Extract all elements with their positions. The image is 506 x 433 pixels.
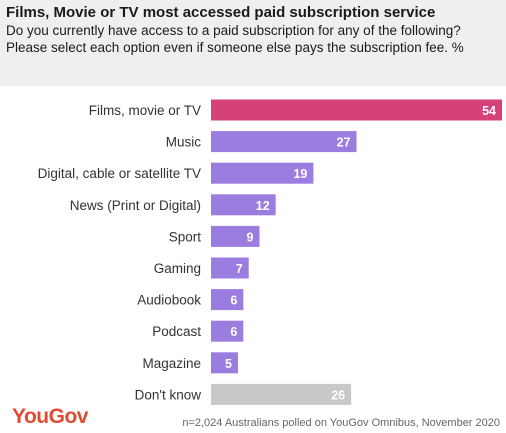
- category-label: Don't know: [135, 387, 202, 402]
- category-label: Magazine: [142, 356, 201, 371]
- bar: [211, 352, 238, 374]
- value-label: 6: [230, 325, 237, 339]
- value-label: 5: [225, 357, 232, 371]
- category-label: Audiobook: [137, 293, 201, 308]
- bar: [211, 383, 352, 405]
- chart-title: Films, Movie or TV most accessed paid su…: [6, 4, 436, 21]
- value-label: 54: [482, 104, 496, 118]
- value-label: 27: [337, 136, 351, 150]
- category-label: Music: [166, 135, 202, 150]
- value-label: 6: [230, 294, 237, 308]
- category-label: Podcast: [152, 324, 201, 339]
- value-label: 12: [256, 199, 270, 213]
- value-label: 19: [293, 167, 307, 181]
- category-label: Films, movie or TV: [89, 103, 201, 118]
- category-label: Digital, cable or satellite TV: [38, 166, 201, 181]
- category-label: Sport: [169, 229, 202, 244]
- bar: [211, 257, 249, 279]
- bar: [211, 162, 314, 184]
- bar: [211, 320, 244, 342]
- bar: [211, 289, 244, 311]
- bar: [211, 99, 502, 121]
- chart-header: Films, Movie or TV most accessed paid su…: [0, 0, 506, 86]
- bar: [211, 131, 357, 153]
- category-label: Gaming: [154, 261, 201, 276]
- bar: [211, 225, 260, 247]
- chart-subtitle: Do you currently have access to a paid s…: [6, 23, 464, 55]
- value-label: 26: [331, 388, 345, 402]
- value-label: 9: [247, 230, 254, 244]
- yougov-logo: YouGov: [12, 405, 88, 428]
- value-label: 7: [236, 262, 243, 276]
- category-label: News (Print or Digital): [70, 198, 201, 213]
- sample-footnote: n=2,024 Australians polled on YouGov Omn…: [182, 417, 500, 429]
- bar: [211, 194, 276, 216]
- bar-chart: Films, movie or TV 54 Music 27 Digital, cabl…: [38, 99, 502, 405]
